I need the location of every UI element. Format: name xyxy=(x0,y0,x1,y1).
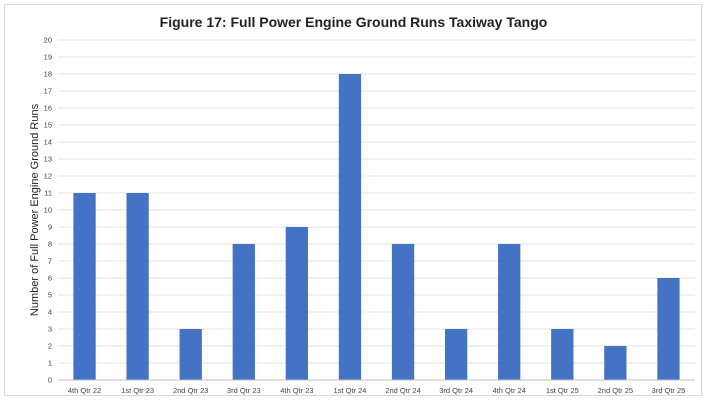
x-tick-label: 3rd Qtr 23 xyxy=(227,386,261,395)
y-tick-label: 4 xyxy=(48,308,52,317)
y-tick-label: 0 xyxy=(48,376,52,385)
x-tick-label: 4th Qtr 23 xyxy=(280,386,313,395)
chart-frame xyxy=(4,4,702,396)
y-axis-label: Number of Full Power Engine Ground Runs xyxy=(29,103,41,316)
x-tick-label: 1st Qtr 25 xyxy=(546,386,579,395)
x-tick-label: 1st Qtr 24 xyxy=(333,386,366,395)
y-tick-label: 3 xyxy=(48,325,52,334)
y-tick-label: 2 xyxy=(48,342,52,351)
y-tick-label: 17 xyxy=(44,87,52,96)
x-tick-label: 2nd Qtr 24 xyxy=(385,386,420,395)
bar xyxy=(391,244,415,380)
bar xyxy=(179,329,202,380)
y-tick-label: 8 xyxy=(48,240,52,249)
bar xyxy=(232,244,255,380)
y-tick-label: 7 xyxy=(48,257,52,266)
x-axis-ticks: 4th Qtr 22 1st Qtr 23 2nd Qtr 23 3rd Qtr 23… xyxy=(68,386,685,395)
bars xyxy=(73,74,680,380)
x-tick-label: 3rd Qtr 24 xyxy=(439,386,473,395)
x-tick-label: 2nd Qtr 25 xyxy=(598,386,633,395)
y-tick-label: 15 xyxy=(44,121,52,130)
y-tick-label: 11 xyxy=(44,189,52,198)
bar xyxy=(444,329,468,380)
y-tick-label: 19 xyxy=(44,53,52,62)
x-tick-label: 2nd Qtr 23 xyxy=(173,386,208,395)
chart-title: Figure 17: Full Power Engine Ground Runs… xyxy=(159,14,548,30)
bar xyxy=(657,278,680,380)
bar xyxy=(73,193,96,380)
bar xyxy=(604,346,627,380)
y-tick-label: 13 xyxy=(44,155,52,164)
bar xyxy=(551,329,574,380)
y-tick-label: 14 xyxy=(44,138,52,147)
y-tick-label: 12 xyxy=(44,172,52,181)
bar xyxy=(126,193,149,380)
bar xyxy=(285,227,309,380)
x-tick-label: 1st Qtr 23 xyxy=(121,386,154,395)
y-tick-label: 16 xyxy=(44,104,52,113)
y-tick-label: 5 xyxy=(48,291,52,300)
y-tick-label: 10 xyxy=(44,206,52,215)
y-tick-label: 9 xyxy=(48,223,52,232)
gridlines xyxy=(58,39,695,364)
y-tick-label: 1 xyxy=(48,359,52,368)
x-tick-label: 4th Qtr 22 xyxy=(68,386,101,395)
bar xyxy=(338,74,362,380)
x-tick-label: 3rd Qtr 25 xyxy=(652,386,686,395)
y-tick-label: 20 xyxy=(44,36,52,45)
bar xyxy=(498,244,521,380)
y-tick-label: 6 xyxy=(48,274,52,283)
y-tick-label: 18 xyxy=(44,70,52,79)
x-tick-label: 4th Qtr 24 xyxy=(493,386,526,395)
